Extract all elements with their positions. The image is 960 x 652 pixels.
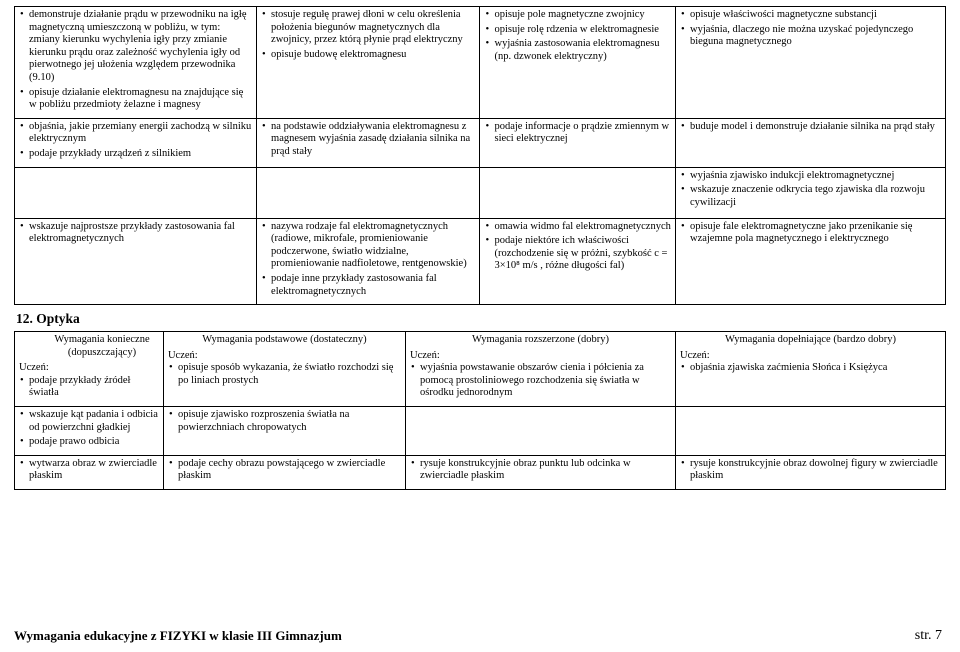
list-item: podaje przykłady źródeł światła bbox=[19, 375, 159, 400]
list-item: podaje prawo odbicia bbox=[19, 436, 159, 449]
table-cell: demonstruje działanie prądu w przewodnik… bbox=[15, 7, 257, 119]
list-item: objaśnia, jakie przemiany energii zachod… bbox=[19, 121, 252, 146]
table-cell bbox=[406, 407, 676, 456]
table-header-row: Wymagania konieczne (dopuszczający) Uczeń… bbox=[15, 332, 946, 407]
column-header-label: Wymagania konieczne (dopuszczający) bbox=[19, 334, 159, 359]
column-header-label: Wymagania dopełniające (bardzo dobry) bbox=[680, 334, 941, 347]
list-item: wskazuje znaczenie odkrycia tego zjawisk… bbox=[680, 184, 941, 209]
list-item: demonstruje działanie prądu w przewodnik… bbox=[19, 9, 252, 85]
table-cell: wyjaśnia zjawisko indukcji elektromagnet… bbox=[675, 167, 945, 218]
requirements-table-2: Wymagania konieczne (dopuszczający) Uczeń… bbox=[14, 331, 946, 490]
list-item: stosuje regułę prawej dłoni w celu okreś… bbox=[261, 9, 475, 47]
list-item: wskazuje najprostsze przykłady zastosowa… bbox=[19, 221, 252, 246]
table-cell: podaje informacje o prądzie zmiennym w s… bbox=[480, 118, 676, 167]
table-cell: opisuje właściwości magnetyczne substanc… bbox=[675, 7, 945, 119]
student-label: Uczeń: bbox=[19, 362, 159, 375]
table-cell: wskazuje najprostsze przykłady zastosowa… bbox=[15, 218, 257, 305]
list-item: opisuje sposób wykazania, że światło roz… bbox=[168, 362, 401, 387]
table-header-cell: Wymagania dopełniające (bardzo dobry) Ucz… bbox=[675, 332, 945, 407]
section-heading-optyka: 12. Optyka bbox=[16, 311, 946, 327]
table-cell: objaśnia, jakie przemiany energii zachod… bbox=[15, 118, 257, 167]
list-item: opisuje budowę elektromagnesu bbox=[261, 49, 475, 62]
list-item: rysuje konstrukcyjnie obraz dowolnej fig… bbox=[680, 458, 941, 483]
list-item: podaje cechy obrazu powstającego w zwier… bbox=[168, 458, 401, 483]
list-item: nazywa rodzaje fal elektromagnetycznych … bbox=[261, 221, 475, 271]
list-item: podaje niektóre ich właściwości (rozchod… bbox=[484, 235, 671, 273]
table-cell: wytwarza obraz w zwierciadle płaskim bbox=[15, 455, 164, 489]
table-cell: rysuje konstrukcyjnie obraz punktu lub o… bbox=[406, 455, 676, 489]
table-cell: opisuje pole magnetyczne zwojnicy opisuje… bbox=[480, 7, 676, 119]
list-item: wytwarza obraz w zwierciadle płaskim bbox=[19, 458, 159, 483]
list-item: opisuje rolę rdzenia w elektromagnesie bbox=[484, 24, 671, 37]
list-item: na podstawie oddziaływania elektromagnes… bbox=[261, 121, 475, 159]
table-cell: wskazuje kąt padania i odbicia od powier… bbox=[15, 407, 164, 456]
list-item: wskazuje kąt padania i odbicia od powier… bbox=[19, 409, 159, 434]
list-item: opisuje fale elektromagnetyczne jako prz… bbox=[680, 221, 941, 246]
list-item: wyjaśnia zastosowania elektromagnesu (np… bbox=[484, 38, 671, 63]
list-item: podaje inne przykłady zastosowania fal e… bbox=[261, 273, 475, 298]
table-cell: opisuje zjawisko rozproszenia światła na… bbox=[163, 407, 405, 456]
list-item: wyjaśnia, dlaczego nie można uzyskać poj… bbox=[680, 24, 941, 49]
column-header-label: Wymagania podstawowe (dostateczny) bbox=[168, 334, 401, 347]
student-label: Uczeń: bbox=[680, 350, 941, 363]
table-cell: na podstawie oddziaływania elektromagnes… bbox=[257, 118, 480, 167]
student-label: Uczeń: bbox=[168, 350, 401, 363]
table-cell: buduje model i demonstruje działanie sil… bbox=[675, 118, 945, 167]
list-item: opisuje działanie elektromagnesu na znaj… bbox=[19, 87, 252, 112]
list-item: rysuje konstrukcyjnie obraz punktu lub o… bbox=[410, 458, 671, 483]
table-row: wyjaśnia zjawisko indukcji elektromagnet… bbox=[15, 167, 946, 218]
table-cell: stosuje regułę prawej dłoni w celu okreś… bbox=[257, 7, 480, 119]
footer-title: Wymagania edukacyjne z FIZYKI w klasie I… bbox=[14, 628, 342, 644]
list-item: omawia widmo fal elektromagnetycznych bbox=[484, 221, 671, 234]
table-cell: podaje cechy obrazu powstającego w zwier… bbox=[163, 455, 405, 489]
list-item: podaje informacje o prądzie zmiennym w s… bbox=[484, 121, 671, 146]
table-cell: opisuje fale elektromagnetyczne jako prz… bbox=[675, 218, 945, 305]
page-number: str. 7 bbox=[915, 628, 942, 644]
table-row: wytwarza obraz w zwierciadle płaskim poda… bbox=[15, 455, 946, 489]
table-cell: rysuje konstrukcyjnie obraz dowolnej fig… bbox=[675, 455, 945, 489]
table-cell: omawia widmo fal elektromagnetycznychpod… bbox=[480, 218, 676, 305]
table-row: wskazuje kąt padania i odbicia od powier… bbox=[15, 407, 946, 456]
table-row: objaśnia, jakie przemiany energii zachod… bbox=[15, 118, 946, 167]
list-item: opisuje właściwości magnetyczne substanc… bbox=[680, 9, 941, 22]
table-row: demonstruje działanie prądu w przewodnik… bbox=[15, 7, 946, 119]
table-row: wskazuje najprostsze przykłady zastosowa… bbox=[15, 218, 946, 305]
table-header-cell: Wymagania podstawowe (dostateczny) Uczeń:… bbox=[163, 332, 405, 407]
table-header-cell: Wymagania rozszerzone (dobry) Uczeń:wyjaś… bbox=[406, 332, 676, 407]
list-item: podaje przykłady urządzeń z silnikiem bbox=[19, 148, 252, 161]
table-cell bbox=[15, 167, 257, 218]
student-label: Uczeń: bbox=[410, 350, 671, 363]
table-header-cell: Wymagania konieczne (dopuszczający) Uczeń… bbox=[15, 332, 164, 407]
table-cell bbox=[480, 167, 676, 218]
list-item: opisuje pole magnetyczne zwojnicy bbox=[484, 9, 671, 22]
table-cell bbox=[675, 407, 945, 456]
table-cell bbox=[257, 167, 480, 218]
column-header-label: Wymagania rozszerzone (dobry) bbox=[410, 334, 671, 347]
list-item: buduje model i demonstruje działanie sil… bbox=[680, 121, 941, 134]
list-item: wyjaśnia zjawisko indukcji elektromagnet… bbox=[680, 170, 941, 183]
list-item: objaśnia zjawiska zaćmienia Słońca i Ksi… bbox=[680, 362, 941, 375]
list-item: wyjaśnia powstawanie obszarów cienia i p… bbox=[410, 362, 671, 400]
list-item: opisuje zjawisko rozproszenia światła na… bbox=[168, 409, 401, 434]
table-cell: nazywa rodzaje fal elektromagnetycznych … bbox=[257, 218, 480, 305]
requirements-table-1: demonstruje działanie prądu w przewodnik… bbox=[14, 6, 946, 305]
